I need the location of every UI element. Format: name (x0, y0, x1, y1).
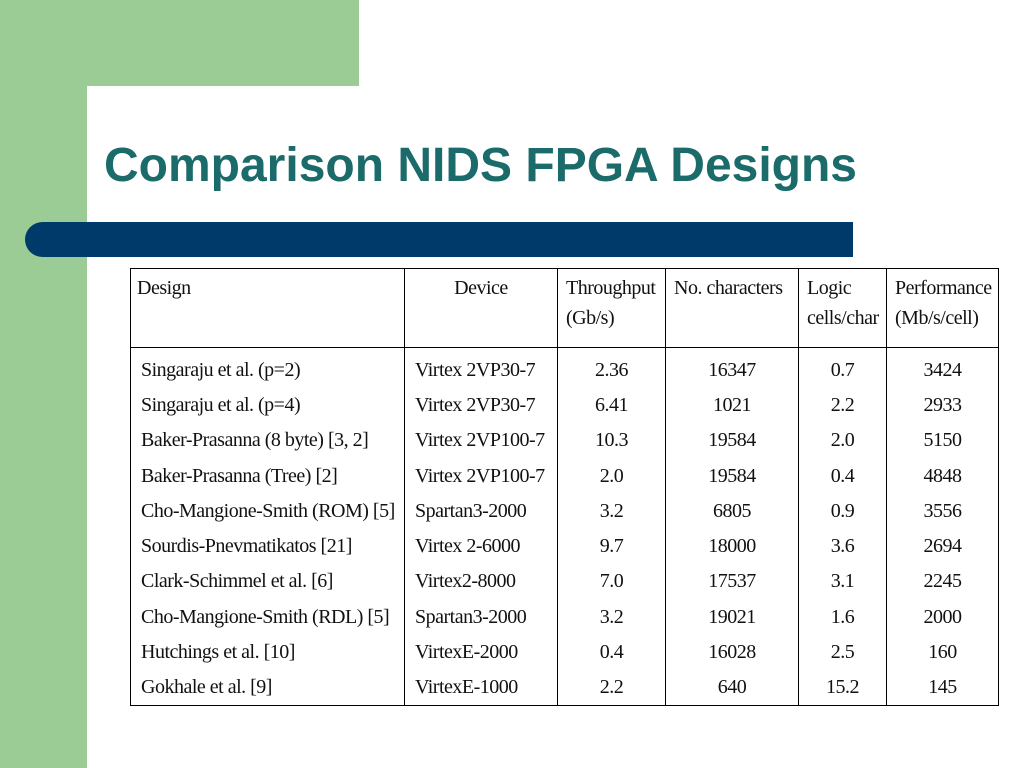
table-row: Singaraju et al. (p=2) Virtex 2VP30-7 2.36… (130, 347, 999, 388)
cell-logic-cells: 0.4 (798, 457, 887, 494)
top-accent-band (0, 0, 359, 86)
cell-device: VirtexE-1000 (404, 669, 558, 706)
cell-design: Sourdis-Pnevmatikatos [21] (130, 528, 405, 564)
cell-design: Baker-Prasanna (8 byte) [3, 2] (130, 422, 405, 458)
cell-design: Clark-Schimmel et al. [6] (130, 563, 405, 600)
header-line: Device (454, 277, 508, 299)
cell-performance: 145 (886, 669, 999, 706)
cell-device: Virtex2-8000 (404, 563, 558, 600)
header-no-characters: No. characters (665, 268, 799, 348)
header-design: Design (130, 268, 405, 348)
cell-performance: 3556 (886, 493, 999, 529)
table-row: Hutchings et al. [10] VirtexE-2000 0.4 1602… (130, 634, 999, 670)
cell-throughput: 2.2 (557, 669, 666, 706)
table-row: Gokhale et al. [9] VirtexE-1000 2.2 640 15.2… (130, 669, 999, 706)
cell-logic-cells: 3.1 (798, 563, 887, 600)
comparison-table: Design Device Throughput (Gb/s) No. char… (130, 268, 999, 706)
table-row: Cho-Mangione-Smith (ROM) [5] Spartan3-200… (130, 493, 999, 529)
cell-logic-cells: 2.2 (798, 387, 887, 423)
cell-performance: 2694 (886, 528, 999, 564)
cell-design: Singaraju et al. (p=2) (130, 347, 405, 388)
cell-performance: 4848 (886, 457, 999, 494)
header-throughput: Throughput (Gb/s) (557, 268, 666, 348)
cell-logic-cells: 1.6 (798, 599, 887, 635)
cell-design: Gokhale et al. [9] (130, 669, 405, 706)
table-row: Baker-Prasanna (Tree) [2] Virtex 2VP100-7… (130, 457, 999, 494)
cell-device: Virtex 2VP30-7 (404, 387, 558, 423)
cell-design: Baker-Prasanna (Tree) [2] (130, 457, 405, 494)
header-line-2: (Mb/s/cell) (895, 307, 979, 329)
cell-logic-cells: 2.0 (798, 422, 887, 458)
cell-characters: 17537 (665, 563, 799, 600)
header-performance: Performance (Mb/s/cell) (886, 268, 999, 348)
cell-throughput: 2.36 (557, 347, 666, 388)
cell-logic-cells: 2.5 (798, 634, 887, 670)
cell-device: Virtex 2VP100-7 (404, 457, 558, 494)
header-line: Performance (895, 277, 992, 299)
cell-device: Virtex 2-6000 (404, 528, 558, 564)
cell-performance: 2245 (886, 563, 999, 600)
comparison-table-container: Design Device Throughput (Gb/s) No. char… (130, 268, 999, 706)
cell-performance: 160 (886, 634, 999, 670)
cell-throughput: 3.2 (557, 493, 666, 529)
cell-throughput: 0.4 (557, 634, 666, 670)
header-line-2: (Gb/s) (566, 307, 615, 329)
cell-throughput: 3.2 (557, 599, 666, 635)
table-row: Clark-Schimmel et al. [6] Virtex2-8000 7.0… (130, 563, 999, 600)
header-device: Device (404, 268, 558, 348)
cell-throughput: 6.41 (557, 387, 666, 423)
cell-characters: 16347 (665, 347, 799, 388)
cell-design: Hutchings et al. [10] (130, 634, 405, 670)
cell-throughput: 9.7 (557, 528, 666, 564)
table-body: Singaraju et al. (p=2) Virtex 2VP30-7 2.36… (130, 347, 999, 706)
cell-device: VirtexE-2000 (404, 634, 558, 670)
cell-device: Spartan3-2000 (404, 493, 558, 529)
header-logic-cells: Logic cells/char (798, 268, 887, 348)
slide-title: Comparison NIDS FPGA Designs (104, 139, 857, 192)
cell-design: Singaraju et al. (p=4) (130, 387, 405, 423)
header-line: No. characters (674, 277, 783, 299)
cell-characters: 640 (665, 669, 799, 706)
cell-performance: 2933 (886, 387, 999, 423)
table-row: Singaraju et al. (p=4) Virtex 2VP30-7 6.41… (130, 387, 999, 423)
left-accent-band (0, 0, 87, 768)
table-header-row: Design Device Throughput (Gb/s) No. char… (130, 268, 999, 348)
header-line: Logic (807, 277, 852, 299)
cell-throughput: 10.3 (557, 422, 666, 458)
cell-design: Cho-Mangione-Smith (RDL) [5] (130, 599, 405, 635)
cell-performance: 5150 (886, 422, 999, 458)
cell-device: Virtex 2VP30-7 (404, 347, 558, 388)
table-row: Baker-Prasanna (8 byte) [3, 2] Virtex 2VP… (130, 422, 999, 458)
title-underline-bar (25, 222, 853, 257)
cell-characters: 6805 (665, 493, 799, 529)
cell-characters: 19584 (665, 422, 799, 458)
header-line: Design (137, 277, 191, 299)
header-line-2: cells/char (807, 307, 879, 329)
cell-performance: 2000 (886, 599, 999, 635)
cell-device: Virtex 2VP100-7 (404, 422, 558, 458)
cell-characters: 19021 (665, 599, 799, 635)
table-row: Sourdis-Pnevmatikatos [21] Virtex 2-6000 9… (130, 528, 999, 564)
cell-performance: 3424 (886, 347, 999, 388)
cell-logic-cells: 15.2 (798, 669, 887, 706)
cell-throughput: 7.0 (557, 563, 666, 600)
cell-throughput: 2.0 (557, 457, 666, 494)
cell-characters: 19584 (665, 457, 799, 494)
cell-design: Cho-Mangione-Smith (ROM) [5] (130, 493, 405, 529)
cell-logic-cells: 0.7 (798, 347, 887, 388)
cell-logic-cells: 3.6 (798, 528, 887, 564)
cell-logic-cells: 0.9 (798, 493, 887, 529)
cell-device: Spartan3-2000 (404, 599, 558, 635)
table-row: Cho-Mangione-Smith (RDL) [5] Spartan3-200… (130, 599, 999, 635)
cell-characters: 1021 (665, 387, 799, 423)
cell-characters: 18000 (665, 528, 799, 564)
cell-characters: 16028 (665, 634, 799, 670)
header-line: Throughput (566, 277, 656, 299)
